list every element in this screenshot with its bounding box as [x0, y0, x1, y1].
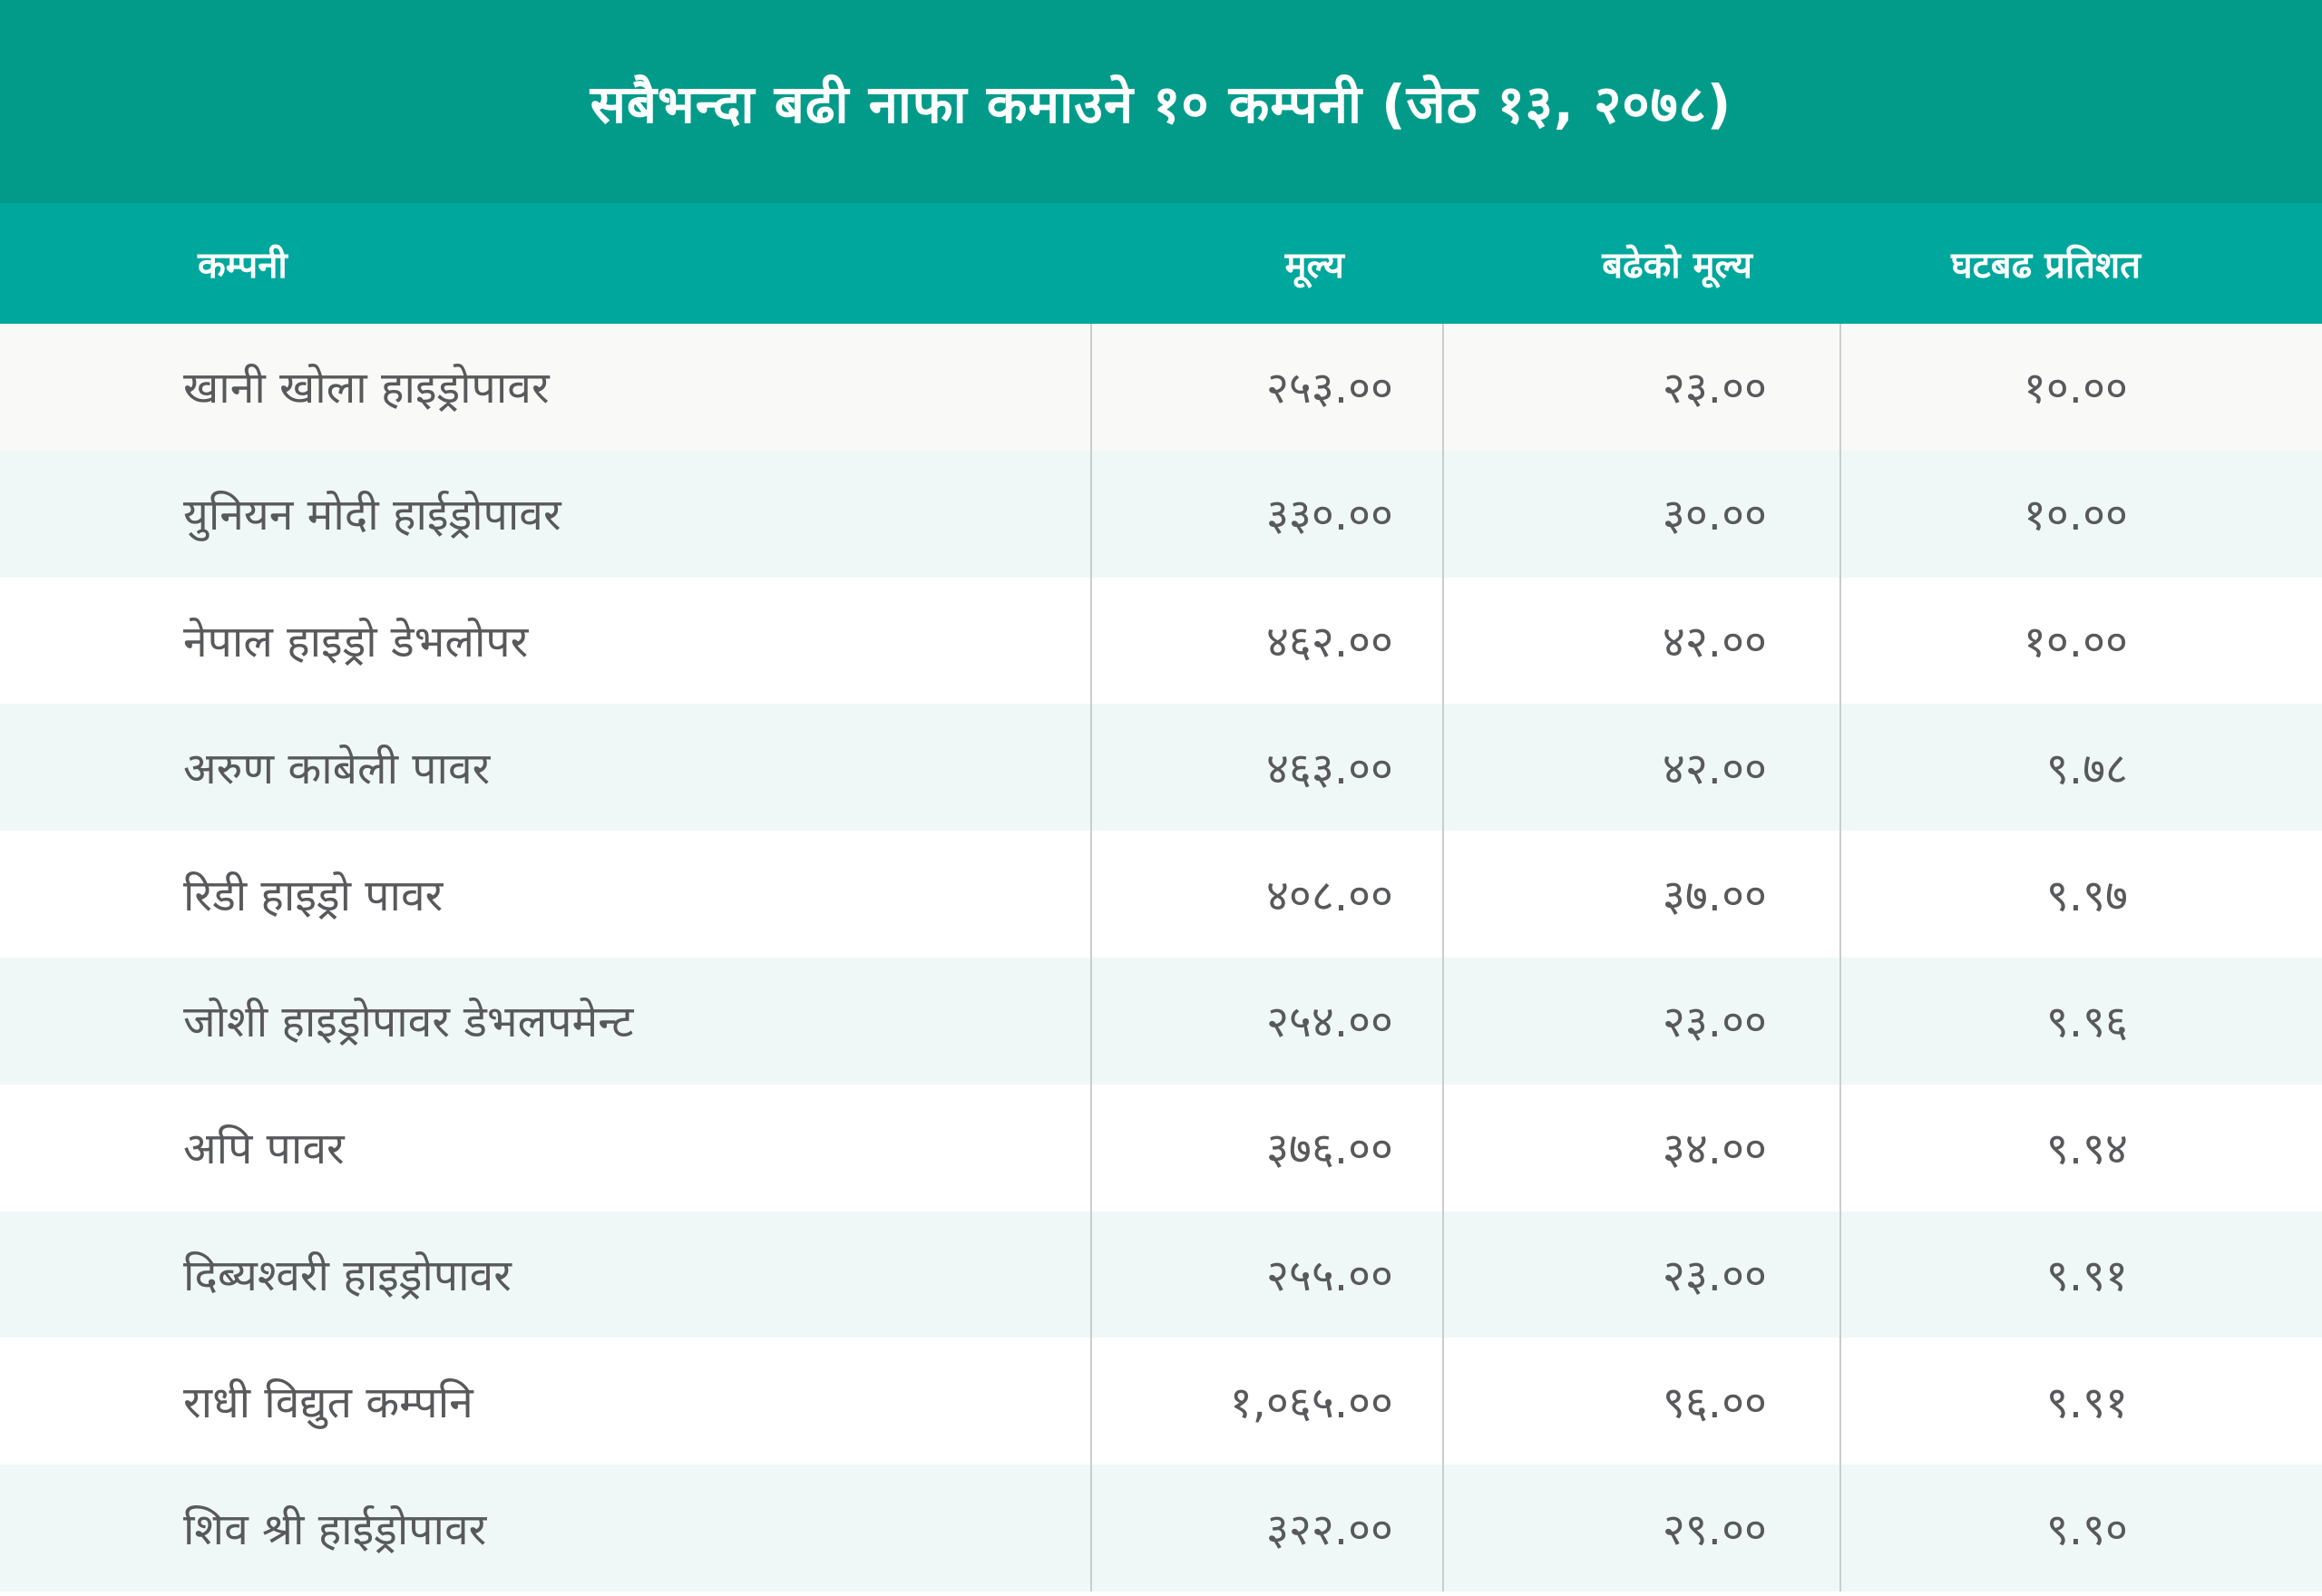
table-row: अरुण काबेली पावर ४६३.०० ४२.०० ९.७८ — [0, 704, 2322, 832]
company-name: दिब्यश्वरी हाइड्रोपावर — [183, 1250, 512, 1301]
percent-cell: १०.०० — [1839, 324, 2322, 451]
table-body: खानी खोला हाइड्रोपावर २५३.०० २३.०० १०.००… — [0, 324, 2322, 1591]
change-cell: ४२.०० — [1442, 704, 1839, 832]
change-cell: ३४.०० — [1442, 1084, 1839, 1212]
price-cell: ४०८.०० — [1090, 831, 1442, 958]
column-header-company: कम्पनी — [198, 245, 288, 287]
table-row: जोशी हाइड्रोपावर डेभलपमेन्ट २५४.०० २३.००… — [0, 957, 2322, 1085]
change-cell: २९.०० — [1442, 1465, 1839, 1591]
table-row: दिब्यश्वरी हाइड्रोपावर २५५.०० २३.०० ९.९१ — [0, 1211, 2322, 1338]
company-name: अपि पावर — [183, 1124, 345, 1175]
company-name: अरुण काबेली पावर — [183, 743, 491, 794]
price-cell: ४६२.०० — [1090, 577, 1442, 705]
percent-cell: ९.७८ — [1839, 704, 2322, 832]
table-header: कम्पनी मूल्य बढेको मूल्य घटबढ प्रतिशत — [0, 203, 2322, 324]
company-name: नेपाल हाइड्रो डेभलोपर — [183, 616, 529, 667]
table-row: शिव श्री हाईड्रोपावर ३२२.०० २९.०० ९.९० — [0, 1465, 2322, 1591]
change-cell: ९६.०० — [1442, 1338, 1839, 1465]
column-header-percent: घटबढ प्रतिशत — [1950, 245, 2141, 287]
table-row: युनियन मोदी हाईड्रोपावर ३३०.०० ३०.०० १०.… — [0, 450, 2322, 578]
column-header-change: बढेको मूल्य — [1602, 245, 1752, 287]
price-cell: ३२२.०० — [1090, 1465, 1442, 1591]
price-cell: ४६३.०० — [1090, 704, 1442, 832]
change-cell: २३.०० — [1442, 1211, 1839, 1338]
percent-cell: ९.९६ — [1839, 957, 2322, 1085]
table-row: नेपाल हाइड्रो डेभलोपर ४६२.०० ४२.०० १०.०० — [0, 577, 2322, 705]
percent-cell: ९.९० — [1839, 1465, 2322, 1591]
table-row: अपि पावर ३७६.०० ३४.०० ९.९४ — [0, 1084, 2322, 1212]
percent-cell: ९.९७ — [1839, 831, 2322, 958]
table-row: खानी खोला हाइड्रोपावर २५३.०० २३.०० १०.०० — [0, 324, 2322, 451]
percent-cell: ९.९१ — [1839, 1338, 2322, 1465]
price-cell: २५५.०० — [1090, 1211, 1442, 1338]
column-header-price: मूल्य — [1284, 245, 1344, 287]
table-row: राधी विद्युत कम्पनि १,०६५.०० ९६.०० ९.९१ — [0, 1338, 2322, 1465]
price-cell: १,०६५.०० — [1090, 1338, 1442, 1465]
price-cell: ३३०.०० — [1090, 450, 1442, 578]
change-cell: ३७.०० — [1442, 831, 1839, 958]
company-name: शिव श्री हाईड्रोपावर — [183, 1504, 487, 1555]
change-cell: ३०.०० — [1442, 450, 1839, 578]
company-name: राधी विद्युत कम्पनि — [183, 1377, 473, 1428]
change-cell: २३.०० — [1442, 957, 1839, 1085]
percent-cell: १०.०० — [1839, 450, 2322, 578]
price-cell: ३७६.०० — [1090, 1084, 1442, 1212]
price-cell: २५३.०० — [1090, 324, 1442, 451]
company-name: युनियन मोदी हाईड्रोपावर — [183, 490, 561, 541]
change-cell: ४२.०० — [1442, 577, 1839, 705]
company-name: खानी खोला हाइड्रोपावर — [183, 363, 550, 414]
company-name: जोशी हाइड्रोपावर डेभलपमेन्ट — [183, 997, 634, 1048]
company-name: रिडी हाइड्रो पावर — [183, 870, 444, 921]
title-bar: सबैभन्दा बढी नाफा कमाउने १० कम्पनी (जेठ … — [0, 0, 2322, 203]
change-cell: २३.०० — [1442, 324, 1839, 451]
percent-cell: ९.९४ — [1839, 1084, 2322, 1212]
page-title: सबैभन्दा बढी नाफा कमाउने १० कम्पनी (जेठ … — [590, 73, 1732, 135]
percent-cell: १०.०० — [1839, 577, 2322, 705]
percent-cell: ९.९१ — [1839, 1211, 2322, 1338]
table-row: रिडी हाइड्रो पावर ४०८.०० ३७.०० ९.९७ — [0, 831, 2322, 958]
price-cell: २५४.०० — [1090, 957, 1442, 1085]
